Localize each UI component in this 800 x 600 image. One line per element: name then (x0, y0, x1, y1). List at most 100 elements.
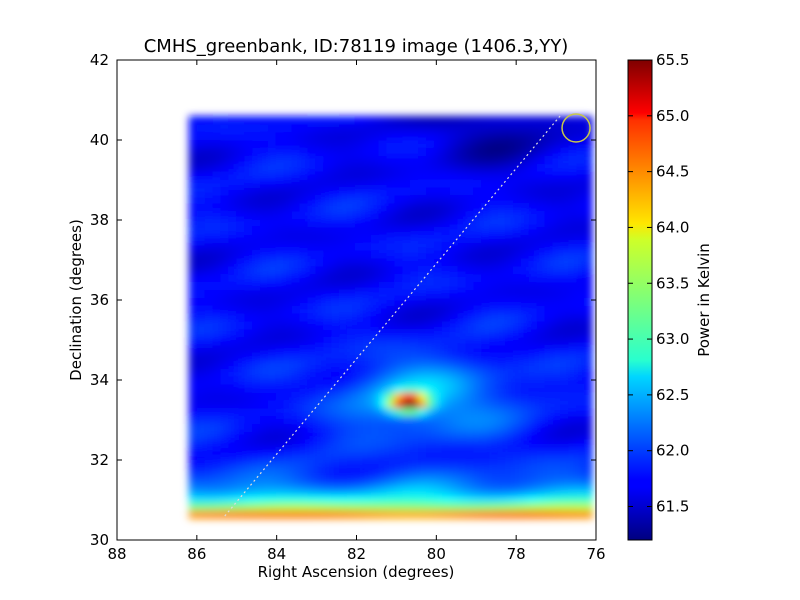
heatmap-cell (339, 454, 348, 464)
heatmap-cell (457, 273, 467, 283)
heatmap-cell (323, 281, 332, 291)
heatmap-cell (568, 391, 577, 401)
heatmap-cell (418, 186, 427, 196)
heatmap-cell (260, 336, 269, 346)
heatmap-cell (339, 360, 348, 369)
heatmap-cell (497, 486, 506, 495)
heatmap-cell (584, 510, 593, 519)
heatmap-cell (323, 155, 332, 164)
heatmap-cell (212, 265, 222, 275)
heatmap-cell (505, 257, 514, 267)
heatmap-cell (188, 116, 198, 125)
heatmap-cell (220, 431, 229, 440)
heatmap-cell (520, 179, 530, 188)
heatmap-cell (315, 344, 324, 354)
heatmap-cell (188, 297, 198, 306)
heatmap-cell (339, 179, 348, 188)
heatmap-cell (299, 242, 309, 251)
heatmap-cell (426, 257, 435, 267)
heatmap-cell (212, 210, 222, 220)
heatmap-cell (354, 431, 364, 440)
heatmap-cell (386, 344, 395, 354)
heatmap-cell (489, 360, 498, 369)
heatmap-cell (386, 454, 395, 464)
heatmap-cell (552, 179, 561, 188)
heatmap-cell (552, 139, 561, 149)
heatmap-cell (228, 313, 237, 322)
heatmap-cell (568, 447, 577, 456)
heatmap-cell (402, 171, 411, 180)
heatmap-cell (528, 194, 538, 204)
heatmap-cell (244, 163, 253, 172)
heatmap-cell (354, 297, 364, 306)
heatmap-cell (457, 415, 467, 425)
heatmap-cell (497, 384, 506, 393)
heatmap-cell (346, 376, 356, 385)
heatmap-cell (370, 368, 380, 377)
heatmap-cell (394, 344, 403, 354)
heatmap-cell (544, 234, 554, 243)
heatmap-cell (449, 186, 459, 196)
heatmap-cell (528, 336, 538, 346)
heatmap-cell (307, 384, 316, 393)
heatmap-cell (410, 313, 419, 322)
heatmap-cell (244, 226, 253, 235)
heatmap-cell (283, 494, 293, 503)
heatmap-cell (331, 273, 340, 283)
heatmap-cell (291, 171, 301, 180)
heatmap-cell (449, 155, 459, 164)
heatmap-cell (283, 281, 293, 291)
heatmap-cell (204, 273, 214, 283)
heatmap-cell (481, 360, 490, 369)
heatmap-cell (220, 376, 229, 385)
heatmap-cell (394, 510, 403, 519)
heatmap-cell (505, 407, 514, 417)
heatmap-cell (331, 470, 340, 480)
heatmap-cell (505, 186, 514, 196)
heatmap-cell (457, 391, 467, 401)
heatmap-cell (576, 313, 585, 322)
heatmap-cell (449, 336, 459, 346)
heatmap-cell (331, 202, 340, 212)
heatmap-cell (520, 250, 530, 259)
heatmap-cell (426, 494, 435, 503)
heatmap-cell (560, 226, 569, 235)
heatmap-cell (426, 123, 435, 133)
heatmap-cell (410, 494, 419, 503)
heatmap-cell (473, 336, 482, 346)
heatmap-cell (402, 297, 411, 306)
heatmap-cell (299, 431, 309, 440)
heatmap-cell (260, 139, 269, 149)
heatmap-cell (260, 194, 269, 204)
heatmap-cell (260, 328, 269, 338)
heatmap-cell (315, 494, 324, 503)
heatmap-cell (275, 352, 285, 361)
heatmap-cell (212, 131, 222, 141)
heatmap-cell (449, 297, 459, 306)
heatmap-cell (252, 352, 261, 361)
heatmap-cell (307, 320, 316, 330)
heatmap-cell (536, 297, 546, 306)
heatmap-cell (244, 384, 253, 393)
heatmap-cell (489, 376, 498, 385)
heatmap-cell (489, 234, 498, 243)
heatmap-cell (544, 328, 554, 338)
heatmap-cell (552, 281, 561, 291)
heatmap-cell (228, 297, 237, 306)
heatmap-cell (236, 234, 245, 243)
heatmap-cell (299, 281, 309, 291)
heatmap-cell (473, 171, 482, 180)
heatmap-cell (370, 320, 380, 330)
heatmap-cell (584, 305, 593, 314)
heatmap-cell (465, 344, 475, 354)
heatmap-cell (275, 194, 285, 204)
heatmap-cell (252, 494, 261, 503)
heatmap-cell (536, 257, 546, 267)
heatmap-cell (560, 218, 569, 227)
heatmap-cell (299, 186, 309, 196)
colorbar-gradient (627, 59, 653, 541)
heatmap-cell (441, 257, 451, 267)
heatmap-cell (339, 486, 348, 495)
heatmap-cell (252, 226, 261, 235)
heatmap-cell (299, 179, 309, 188)
